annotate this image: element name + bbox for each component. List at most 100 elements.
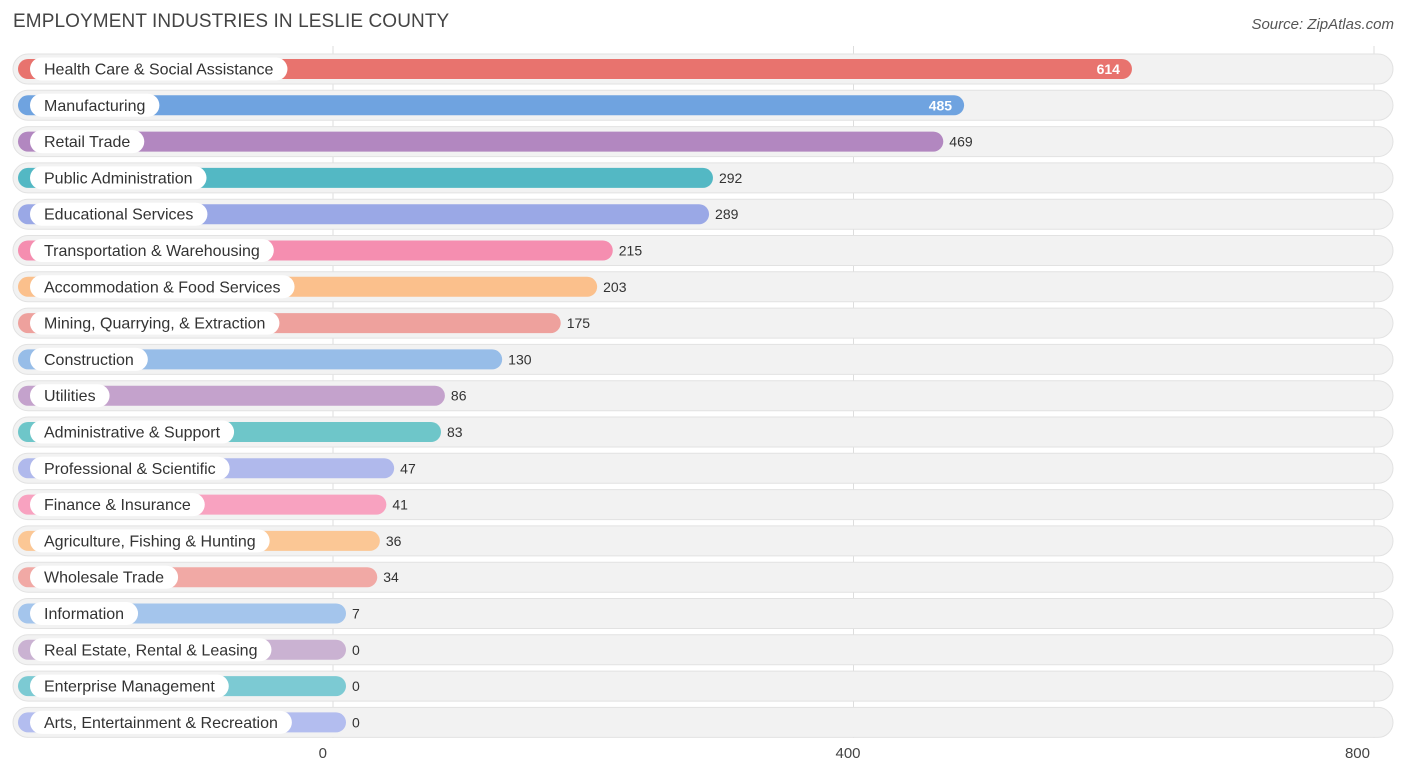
value-label: 215	[619, 243, 643, 259]
value-label: 36	[386, 533, 402, 549]
bar	[18, 639, 346, 660]
category-label: Educational Services	[44, 207, 193, 224]
category-label-pill	[30, 420, 235, 444]
bar	[18, 131, 944, 152]
bar	[18, 676, 346, 697]
bar	[18, 95, 965, 116]
category-label-pill	[30, 57, 288, 81]
category-label-pill	[30, 565, 179, 589]
tick-label-0: 0	[319, 745, 327, 762]
bar-track	[12, 53, 1394, 85]
category-label-pill	[30, 130, 145, 154]
bar	[18, 458, 395, 479]
category-label: Construction	[44, 352, 134, 369]
bar	[18, 603, 346, 624]
bar-track	[12, 525, 1394, 557]
category-label-pill	[30, 638, 272, 662]
bar-track	[12, 452, 1394, 484]
value-label: 86	[451, 388, 467, 404]
bar	[18, 494, 387, 515]
category-label: Retail Trade	[44, 134, 130, 151]
bar-row-transportation-warehousing: Transportation & Warehousing 215	[12, 235, 1394, 266]
bar-track	[12, 89, 1394, 121]
value-label: 7	[352, 606, 360, 622]
x-axis: 0 400 800	[319, 745, 1370, 762]
bar-track	[12, 489, 1394, 521]
category-label-pill	[30, 239, 274, 262]
bar-track	[12, 598, 1394, 629]
value-label: 485	[929, 97, 953, 113]
bar-row-public-administration: Public Administration 292	[12, 162, 1394, 194]
category-label: Arts, Entertainment & Recreation	[44, 715, 278, 732]
bar	[18, 385, 445, 406]
category-label-pill	[30, 602, 139, 625]
value-label: 0	[352, 714, 360, 730]
tick-label-800: 800	[1345, 745, 1370, 762]
value-label: 614	[1097, 61, 1121, 77]
bar-row-wholesale-trade: Wholesale Trade 34	[12, 561, 1394, 593]
category-label-pill	[30, 384, 110, 408]
bar-row-health-care-social-assistance: Health Care & Social Assistance 614	[12, 53, 1394, 85]
chart-source: Source: ZipAtlas.com	[1251, 16, 1394, 33]
bar-row-educational-services: Educational Services 289	[12, 198, 1394, 230]
bar-row-enterprise-management: Enterprise Management 0	[12, 670, 1394, 702]
bar-row-real-estate-rental-leasing: Real Estate, Rental & Leasing 0	[12, 634, 1394, 666]
value-label: 41	[392, 497, 408, 513]
bar-track	[12, 380, 1394, 412]
category-label-pill	[30, 93, 160, 117]
category-label: Agriculture, Fishing & Hunting	[44, 533, 256, 550]
bar	[18, 349, 503, 370]
category-label: Manufacturing	[44, 98, 145, 115]
bar-track	[12, 561, 1394, 593]
category-label-pill	[30, 493, 205, 517]
category-label: Wholesale Trade	[44, 570, 164, 587]
bar-row-arts-entertainment-recreation: Arts, Entertainment & Recreation 0	[12, 706, 1394, 738]
bar-track	[12, 670, 1394, 702]
bar-row-agriculture-fishing-hunting: Agriculture, Fishing & Hunting 36	[12, 525, 1394, 557]
bar-row-manufacturing: Manufacturing 485	[12, 89, 1394, 121]
value-label: 0	[352, 678, 360, 694]
bar	[18, 276, 598, 297]
bar	[18, 712, 346, 733]
category-label: Health Care & Social Assistance	[44, 62, 274, 79]
bar-track	[12, 126, 1394, 158]
category-label-pill	[30, 166, 207, 190]
bar-row-information: Information 7	[12, 598, 1394, 629]
bar	[18, 59, 1132, 79]
category-label: Real Estate, Rental & Leasing	[44, 642, 257, 659]
bar-row-construction: Construction 130	[12, 343, 1394, 375]
bar	[18, 167, 713, 188]
bar	[18, 422, 442, 442]
bar-track	[12, 235, 1394, 266]
category-label-pill	[30, 275, 295, 299]
bar	[18, 204, 710, 225]
bar-row-retail-trade: Retail Trade 469	[12, 126, 1394, 158]
gridlines	[332, 46, 1375, 738]
value-label: 0	[352, 642, 360, 658]
bar-track	[12, 706, 1394, 738]
bar-track	[12, 307, 1394, 339]
value-label: 289	[715, 206, 739, 222]
category-label: Utilities	[44, 388, 96, 405]
category-label: Administrative & Support	[44, 425, 221, 442]
bar-track	[12, 343, 1394, 375]
category-label: Professional & Scientific	[44, 461, 216, 478]
bar-rows: Health Care & Social Assistance 614 Manufa…	[12, 53, 1394, 738]
category-label-pill	[30, 347, 148, 371]
value-label: 47	[400, 460, 416, 476]
value-label: 34	[383, 569, 399, 585]
bar-track	[12, 634, 1394, 666]
value-label: 203	[603, 279, 627, 295]
bar-track	[12, 198, 1394, 230]
bar	[18, 313, 561, 334]
bar-row-professional-scientific: Professional & Scientific 47	[12, 452, 1394, 484]
category-label-pill	[30, 456, 230, 480]
bar-row-finance-insurance: Finance & Insurance 41	[12, 489, 1394, 521]
category-label: Enterprise Management	[44, 679, 215, 696]
chart-title: EMPLOYMENT INDUSTRIES IN LESLIE COUNTY	[13, 11, 450, 32]
category-label-pill	[30, 710, 292, 734]
category-label: Finance & Insurance	[44, 497, 191, 514]
value-label: 83	[447, 424, 463, 440]
value-label: 175	[567, 315, 591, 331]
